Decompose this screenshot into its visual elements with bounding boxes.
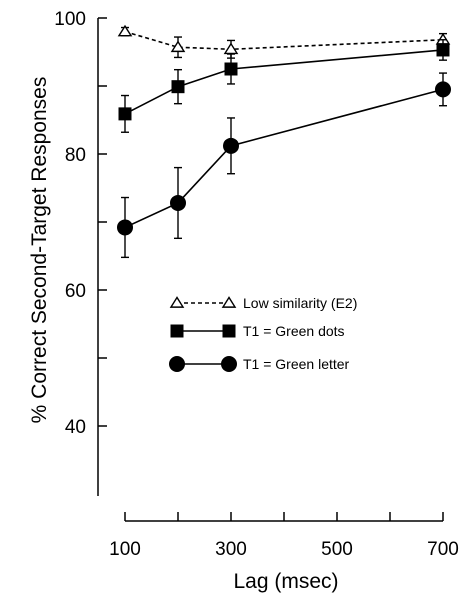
series-3 [117,72,451,259]
data-point [436,43,450,57]
legend-marker [169,356,185,372]
legend-marker [170,324,184,338]
series-line [124,88,444,229]
data-point [117,24,133,37]
y-axis-label: % Correct Second-Target Responses [28,77,51,424]
legend-marker [221,356,237,372]
y-tick-label: 40 [65,417,86,438]
data-point [224,62,238,76]
legend-label: T1 = Green dots [243,323,345,339]
data-point [170,40,186,53]
series-line [124,49,444,115]
legend-marker [221,296,237,308]
x-tick-label: 100 [109,539,141,560]
legend-marker [169,296,185,308]
series-2 [118,39,450,133]
x-tick-label: 500 [321,539,353,560]
legend: Low similarity (E2) T1 = Green dots T1 = G… [169,295,357,372]
data-point [117,219,133,236]
x-tick-label: 300 [215,539,247,560]
y-tick-label: 80 [65,145,86,166]
y-tick-label: 100 [54,9,86,30]
series-layer [117,24,451,259]
data-point [223,137,239,154]
data-point [171,80,185,94]
data-point [170,194,186,211]
x-axis-label: Lag (msec) [233,570,338,593]
axes: 40 60 80 100 100 300 500 700 [54,9,459,560]
legend-label: T1 = Green letter [243,356,350,372]
legend-marker [222,324,236,338]
data-point [435,81,451,98]
series-line [124,30,444,51]
y-tick-label: 60 [65,281,86,302]
data-point [118,107,132,121]
legend-label: Low similarity (E2) [243,295,357,311]
x-tick-label: 700 [427,539,459,560]
